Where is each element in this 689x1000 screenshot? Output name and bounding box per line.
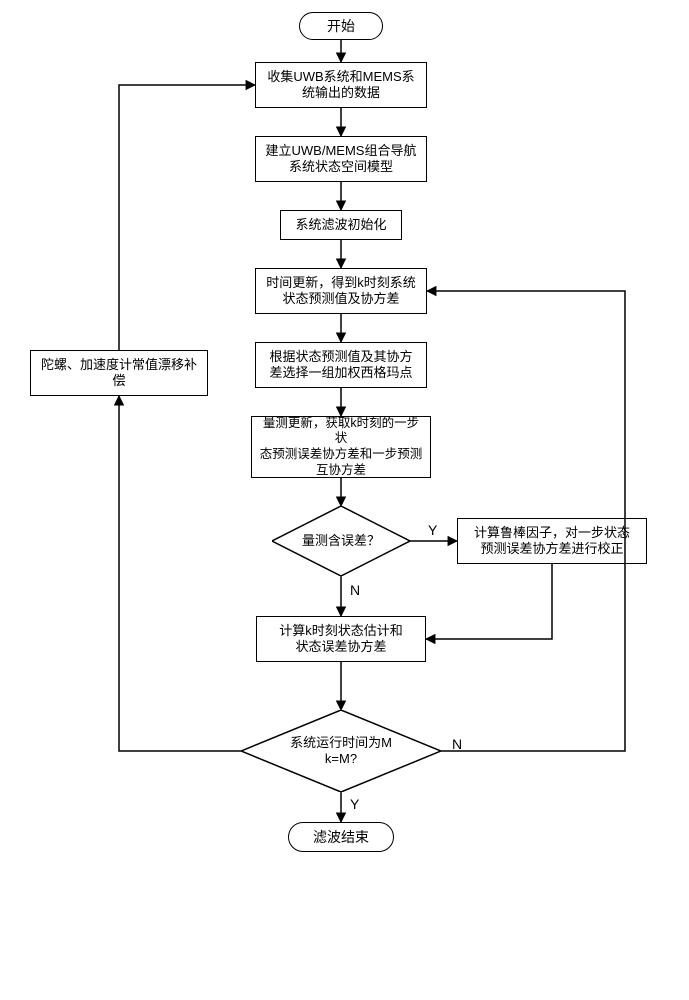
decision-label: 系统运行时间为Mk=M? xyxy=(241,710,441,792)
terminator-start: 开始 xyxy=(299,12,383,40)
process-n1: 收集UWB系统和MEMS系统输出的数据 xyxy=(255,62,427,108)
flowchart-canvas: 开始收集UWB系统和MEMS系统输出的数据建立UWB/MEMS组合导航系统状态空… xyxy=(0,0,689,1000)
process-nR: 计算鲁棒因子，对一步状态预测误差协方差进行校正 xyxy=(457,518,647,564)
terminator-end: 滤波结束 xyxy=(288,822,394,852)
process-n4: 时间更新，得到k时刻系统状态预测值及协方差 xyxy=(255,268,427,314)
edge-label-d2Y: Y xyxy=(350,796,359,812)
edge xyxy=(426,564,552,639)
decision-label: 量测含误差？ xyxy=(272,506,410,576)
edge-label-d1N: N xyxy=(350,582,360,598)
process-n6: 量测更新，获取k时刻的一步状态预测误差协方差和一步预测互协方差 xyxy=(251,416,431,478)
process-n7: 计算k时刻状态估计和状态误差协方差 xyxy=(256,616,426,662)
process-nLeft: 陀螺、加速度计常值漂移补偿 xyxy=(30,350,208,396)
process-n3: 系统滤波初始化 xyxy=(280,210,402,240)
decision-d2: 系统运行时间为Mk=M? xyxy=(241,710,441,792)
decision-d1: 量测含误差？ xyxy=(272,506,410,576)
process-n2: 建立UWB/MEMS组合导航系统状态空间模型 xyxy=(255,136,427,182)
edge xyxy=(119,85,255,350)
edge-label-d1Y: Y xyxy=(428,522,437,538)
edge-label-d2N: N xyxy=(452,736,462,752)
edge xyxy=(119,396,241,751)
process-n5: 根据状态预测值及其协方差选择一组加权西格玛点 xyxy=(255,342,427,388)
